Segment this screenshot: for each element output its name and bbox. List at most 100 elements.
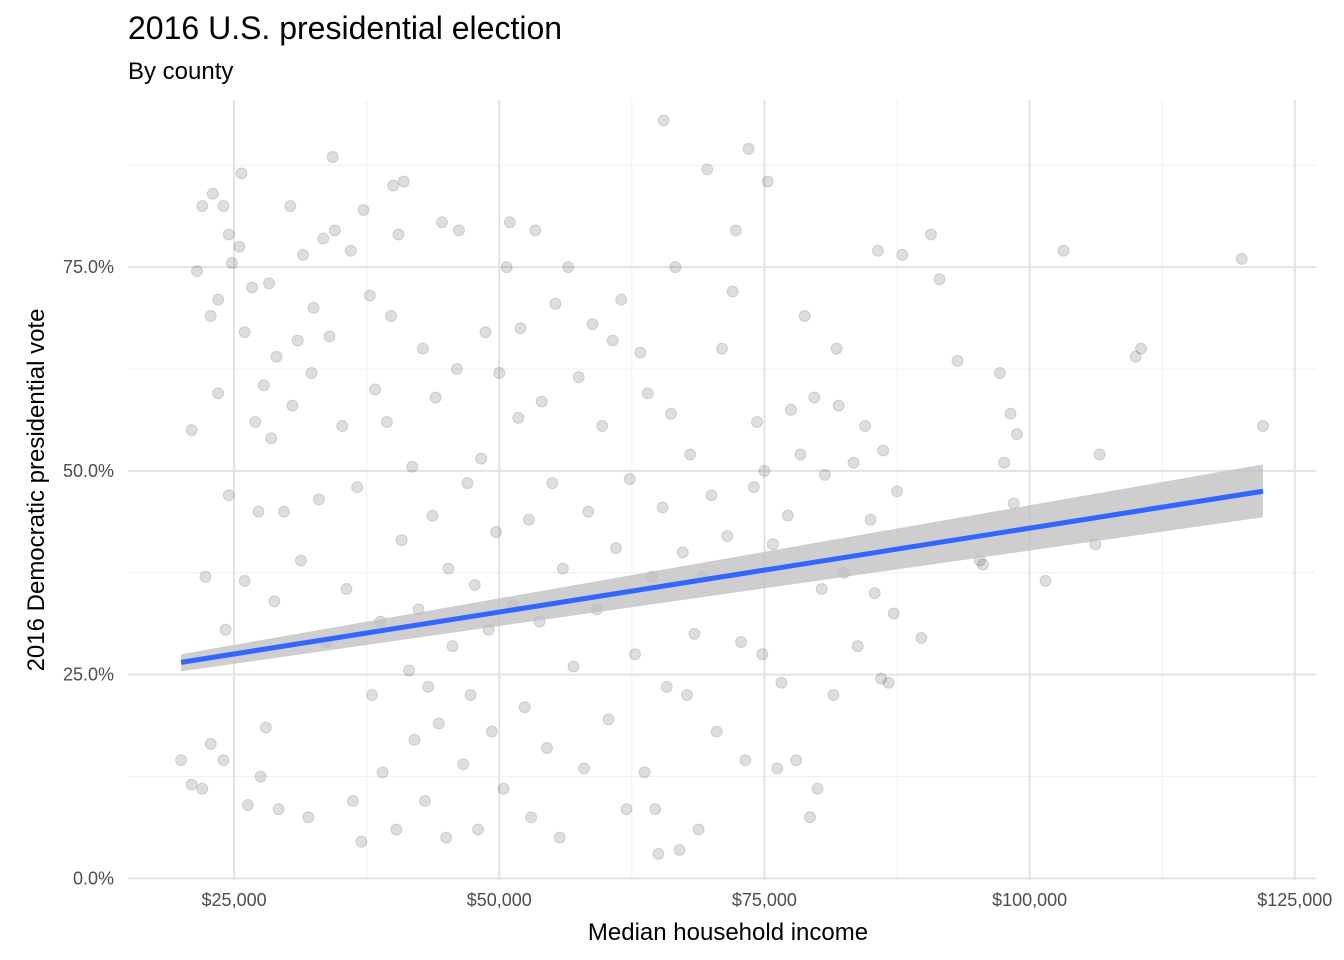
data-point (1235, 252, 1248, 265)
data-point (317, 232, 330, 245)
data-point (435, 216, 448, 229)
data-point (716, 342, 728, 355)
data-point (976, 558, 989, 571)
y-tick-label: 50.0% (63, 461, 114, 481)
data-point (784, 403, 797, 416)
x-axis-ticks: $25,000 $50,000 $75,000 $100,000 $125,000 (202, 890, 1333, 910)
data-point (429, 391, 442, 404)
data-point (596, 420, 609, 433)
data-point (798, 309, 811, 322)
trend-line (180, 488, 1264, 665)
y-axis-title: 2016 Democratic presidential vote (23, 309, 50, 672)
data-point (529, 224, 542, 237)
data-point (781, 509, 794, 522)
data-point (479, 326, 492, 339)
data-point (721, 530, 734, 543)
data-point (392, 228, 405, 241)
data-point (259, 721, 272, 734)
data-point (369, 383, 382, 396)
data-point (567, 660, 580, 673)
y-tick-label: 25.0% (63, 665, 114, 685)
y-tick-label: 75.0% (63, 257, 114, 277)
data-point (1093, 448, 1106, 461)
data-point (204, 309, 217, 322)
data-point (217, 199, 230, 212)
data-point (771, 762, 784, 775)
data-point (638, 766, 651, 779)
data-point (254, 770, 267, 783)
data-point (450, 362, 463, 375)
data-point (615, 293, 628, 306)
data-point (804, 811, 817, 824)
data-point (775, 676, 788, 689)
data-point (830, 342, 843, 355)
data-point (1057, 244, 1070, 257)
data-point (326, 151, 339, 164)
data-point (688, 627, 701, 640)
data-point (257, 379, 270, 392)
data-point (500, 261, 513, 274)
data-point (761, 175, 774, 188)
chart-subtitle: By county (128, 58, 234, 85)
data-point (811, 782, 824, 795)
data-point (756, 648, 769, 661)
data-point (851, 640, 864, 653)
data-point (468, 578, 481, 591)
data-point (196, 199, 209, 212)
y-tick-label: 0.0% (73, 868, 114, 888)
data-point (284, 199, 297, 212)
data-point (1129, 350, 1142, 363)
x-axis-title: Median household income (588, 919, 868, 946)
data-point (185, 424, 198, 437)
data-point (294, 554, 307, 567)
data-point (238, 326, 251, 339)
data-point (641, 387, 654, 400)
minor-gridlines (128, 100, 1316, 880)
data-point (705, 489, 718, 502)
data-point (553, 831, 566, 844)
data-point (387, 179, 400, 192)
data-point (206, 187, 219, 200)
x-tick-label: $125,000 (1257, 890, 1332, 910)
data-point (204, 737, 217, 750)
data-point (924, 228, 937, 241)
data-point (1256, 420, 1269, 433)
data-point (887, 607, 900, 620)
data-point (297, 248, 310, 261)
data-point (540, 741, 553, 754)
data-point (336, 420, 349, 433)
data-point (629, 648, 642, 661)
data-point (742, 142, 755, 155)
data-point (190, 265, 203, 278)
data-point (790, 754, 803, 767)
confidence-band (181, 464, 1263, 672)
data-point (475, 452, 488, 465)
x-tick-label: $75,000 (732, 890, 797, 910)
data-point (859, 420, 872, 433)
data-point (376, 766, 389, 779)
data-point (340, 583, 353, 596)
data-point (656, 501, 669, 514)
major-gridlines (128, 100, 1316, 880)
data-point (729, 224, 742, 237)
data-point (514, 322, 527, 335)
data-point (747, 481, 760, 494)
data-point (217, 754, 230, 767)
data-point (365, 688, 378, 701)
data-point (726, 285, 739, 298)
data-point (882, 676, 895, 689)
data-point (432, 717, 445, 730)
data-point (503, 216, 516, 229)
data-point (225, 257, 238, 270)
data-point (265, 432, 278, 445)
data-point (457, 758, 470, 771)
data-point (766, 538, 779, 551)
data-point (522, 513, 535, 526)
data-point (758, 464, 771, 477)
data-point (657, 114, 670, 127)
data-point (684, 448, 697, 461)
data-point (512, 411, 525, 424)
data-point (739, 754, 752, 767)
data-point (660, 680, 673, 693)
data-point (442, 562, 455, 575)
